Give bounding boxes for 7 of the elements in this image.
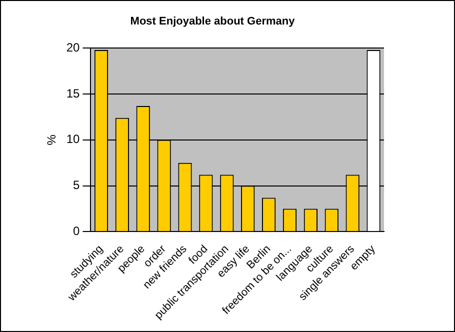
y-tick-label: 10: [66, 132, 80, 146]
y-tick-label: 0: [73, 224, 80, 238]
y-tick-label: 20: [66, 40, 80, 55]
y-tick-label: 15: [66, 86, 80, 100]
y-axis-title: %: [44, 134, 59, 146]
chart-title: Most Enjoyable about Germany: [130, 16, 296, 28]
y-tick-label: 5: [73, 178, 80, 192]
